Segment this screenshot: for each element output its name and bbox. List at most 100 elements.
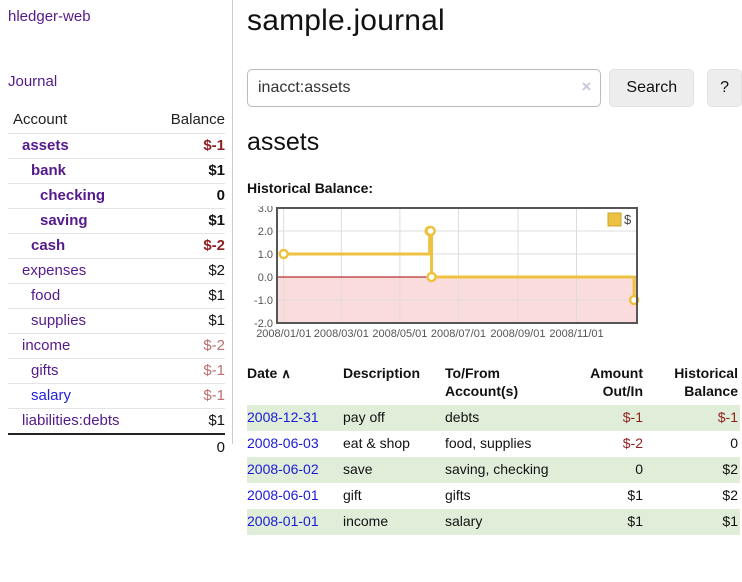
account-heading: assets — [247, 128, 320, 156]
account-balance: $1 — [149, 158, 225, 184]
account-link[interactable]: checking — [40, 187, 106, 204]
historical-balance-chart[interactable]: $3.0 2.0 1.0 0.0 -1.0 -2.0 2008/01/01 2008/03/0… — [247, 203, 647, 342]
account-link[interactable]: saving — [40, 212, 88, 229]
register-balance: $-1 — [717, 409, 738, 425]
page-title: sample.journal — [247, 4, 445, 37]
account-row: salary $-1 — [8, 383, 225, 409]
clear-search-icon[interactable]: × — [581, 77, 592, 96]
account-balance: $-2 — [149, 333, 225, 359]
account-link[interactable]: liabilities:debts — [22, 412, 120, 429]
svg-text:3.0: 3.0 — [258, 206, 273, 215]
svg-text:2008/05/01: 2008/05/01 — [372, 328, 427, 340]
svg-text:2008/01/01: 2008/01/01 — [256, 328, 311, 340]
accounts-header-account: Account — [13, 111, 68, 128]
register-balance: 0 — [730, 435, 738, 451]
account-link[interactable]: food — [31, 287, 61, 304]
account-balance: $-2 — [149, 233, 225, 259]
account-link[interactable]: assets — [22, 137, 69, 154]
column-header-label2: Account(s) — [445, 383, 519, 399]
register-balance: $2 — [722, 461, 738, 477]
nav-journal-link[interactable]: Journal — [8, 73, 58, 90]
account-link[interactable]: expenses — [22, 262, 87, 279]
column-header-label2: Out/In — [602, 383, 643, 399]
account-balance: $1 — [149, 208, 225, 234]
search-form: × Search ? — [247, 69, 742, 107]
svg-text:2008/11/01: 2008/11/01 — [549, 328, 603, 340]
account-balance: 0 — [149, 183, 225, 209]
account-row: assets $-1 — [8, 133, 225, 159]
account-balance: $-1 — [149, 358, 225, 384]
accounts-total: 0 — [149, 433, 225, 460]
main-content: sample.journal × Search ? assets Histori… — [247, 0, 742, 535]
register-row: 2008-06-03 eat & shop food, supplies $-2… — [247, 431, 740, 457]
account-row: checking 0 — [8, 183, 225, 209]
column-header-label2: Balance — [684, 383, 738, 399]
help-button[interactable]: ? — [707, 69, 742, 107]
register-accounts: gifts — [445, 487, 471, 503]
svg-text:-1.0: -1.0 — [254, 295, 273, 307]
register-description: eat & shop — [343, 435, 410, 451]
svg-text:1.0: 1.0 — [258, 249, 273, 261]
svg-text:2008/09/01: 2008/09/01 — [490, 328, 545, 340]
column-header-label: Description — [343, 365, 421, 381]
brand-link[interactable]: hledger-web — [8, 8, 91, 25]
account-row: expenses $2 — [8, 258, 225, 284]
account-link[interactable]: gifts — [31, 362, 59, 379]
register-table: Date ∧ Description To/From Account(s) Amou… — [247, 362, 740, 535]
register-amount: 0 — [635, 461, 643, 477]
column-header: Description — [343, 362, 445, 405]
column-header-sort-date[interactable]: Date ∧ — [247, 362, 343, 405]
account-balance: $2 — [149, 258, 225, 284]
register-date-link[interactable]: 2008-12-31 — [247, 409, 319, 425]
register-date-link[interactable]: 2008-06-02 — [247, 461, 319, 477]
sidebar-nav: Journal — [8, 73, 224, 91]
register-date-link[interactable]: 2008-06-01 — [247, 487, 319, 503]
register-date-link[interactable]: 2008-01-01 — [247, 513, 319, 529]
account-balance: $1 — [149, 283, 225, 309]
sidebar: hledger-web Journal Account Balance asse… — [0, 0, 233, 460]
register-description: save — [343, 461, 373, 477]
account-link[interactable]: supplies — [31, 312, 87, 329]
svg-text:2.0: 2.0 — [258, 226, 273, 238]
column-header: Amount Out/In — [560, 362, 645, 405]
search-input[interactable] — [247, 69, 602, 107]
register-amount: $1 — [627, 513, 643, 529]
account-row: food $1 — [8, 283, 225, 309]
account-balance: $-1 — [149, 383, 225, 409]
column-header-label: Amount — [590, 365, 643, 381]
register-row: 2008-01-01 income salary $1 $1 — [247, 509, 740, 535]
register-accounts: salary — [445, 513, 483, 529]
register-header-row: Date ∧ Description To/From Account(s) Amou… — [247, 362, 740, 405]
register-balance: $2 — [722, 487, 738, 503]
account-row: bank $1 — [8, 158, 225, 184]
account-balance: $1 — [149, 408, 225, 434]
account-row: gifts $-1 — [8, 358, 225, 384]
chart-heading: Historical Balance: — [247, 180, 374, 196]
svg-text:2008/03/01: 2008/03/01 — [314, 328, 369, 340]
svg-text:2008/07/01: 2008/07/01 — [431, 328, 486, 340]
account-row: supplies $1 — [8, 308, 225, 334]
register-date-link[interactable]: 2008-06-03 — [247, 435, 319, 451]
register-description: pay off — [343, 409, 385, 425]
account-link[interactable]: cash — [31, 237, 66, 254]
register-description: income — [343, 513, 389, 529]
register-description: gift — [343, 487, 362, 503]
account-link[interactable]: bank — [31, 162, 67, 179]
account-link[interactable]: income — [22, 337, 71, 354]
accounts-total-row: 0 — [8, 433, 225, 460]
register-row: 2008-06-02 save saving, checking 0 $2 — [247, 457, 740, 483]
register-amount: $1 — [627, 487, 643, 503]
accounts-header-row: Account Balance — [8, 107, 225, 134]
svg-text:$: $ — [624, 212, 632, 227]
sort-caret-icon: ∧ — [281, 366, 291, 381]
svg-text:0.0: 0.0 — [258, 272, 273, 284]
register-balance: $1 — [722, 513, 738, 529]
register-accounts: saving, checking — [445, 461, 549, 477]
column-header-label: To/From — [445, 365, 500, 381]
register-row: 2008-06-01 gift gifts $1 $2 — [247, 483, 740, 509]
account-link[interactable]: salary — [31, 387, 72, 404]
column-header-label: Historical — [674, 365, 738, 381]
search-button[interactable]: Search — [609, 69, 695, 107]
column-header: Historical Balance — [645, 362, 740, 405]
accounts-header-balance: Balance — [170, 111, 225, 128]
